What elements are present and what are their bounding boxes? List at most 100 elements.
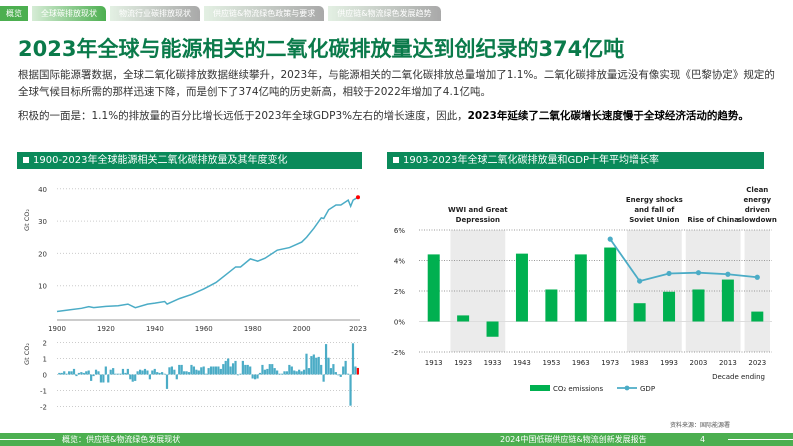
chart-left-title: 1900-2023年全球能源相关二氧化碳排放量及其年度变化 bbox=[33, 155, 288, 166]
change-bar bbox=[346, 373, 350, 375]
change-bar bbox=[234, 360, 237, 375]
change-bar bbox=[305, 353, 308, 375]
change-bar bbox=[119, 373, 122, 375]
x-tick-label: 1980 bbox=[244, 325, 262, 333]
period-label: energy bbox=[744, 196, 772, 204]
y-tick-label: 10 bbox=[38, 283, 47, 291]
y-axis-label: Gt CO₂ bbox=[23, 343, 31, 365]
change-bar bbox=[298, 369, 301, 375]
change-bar bbox=[290, 366, 293, 375]
change-bar bbox=[229, 366, 232, 375]
y-tick-label: 20 bbox=[38, 250, 47, 258]
co2-bar bbox=[692, 289, 705, 322]
change-bar bbox=[190, 364, 193, 375]
change-bar bbox=[102, 374, 105, 383]
change-bar bbox=[285, 371, 289, 375]
change-bar bbox=[212, 366, 215, 375]
change-bar bbox=[244, 364, 247, 375]
change-bar bbox=[217, 366, 220, 375]
co2-bar bbox=[486, 321, 499, 337]
change-bar bbox=[227, 358, 230, 375]
x-axis-label: Decade ending bbox=[712, 373, 765, 381]
change-bar bbox=[158, 372, 161, 375]
change-bar bbox=[183, 371, 186, 375]
change-bar bbox=[121, 368, 125, 375]
tab-overview[interactable]: 概览 bbox=[0, 6, 28, 21]
y-tick-label: 2 bbox=[43, 340, 47, 348]
paragraph-2-text: 积极的一面是：1.1%的排放量的百分比增长远低于2023年全球GDP3%左右的增… bbox=[18, 110, 468, 122]
change-bar bbox=[153, 368, 156, 375]
change-bar bbox=[97, 371, 100, 375]
legend-gdp-label: GDP bbox=[640, 385, 655, 393]
change-bar bbox=[258, 372, 262, 375]
change-bar bbox=[342, 366, 345, 375]
footer-report-title: 2024中国低碳供应链&物流创新发展报告 bbox=[500, 435, 647, 444]
x-tick-label: 1953 bbox=[542, 359, 560, 367]
y-tick-label: -2% bbox=[391, 349, 405, 357]
change-bar bbox=[205, 373, 208, 375]
change-bar bbox=[263, 369, 266, 375]
y-tick-label: 30 bbox=[38, 218, 47, 226]
change-bar bbox=[124, 372, 127, 375]
tab-trends[interactable]: 供应链&物流绿色发展趋势 bbox=[328, 6, 441, 21]
tab-logistics-emissions[interactable]: 物流行业碳排放现状 bbox=[110, 6, 200, 21]
change-bar bbox=[90, 374, 93, 381]
x-tick-label: 1960 bbox=[195, 325, 213, 333]
period-label: Clean bbox=[746, 186, 768, 194]
period-label: Energy shocks bbox=[626, 196, 683, 204]
change-bar bbox=[273, 368, 276, 375]
period-label: Soviet Union bbox=[629, 216, 679, 224]
change-bar bbox=[344, 360, 347, 375]
change-bar bbox=[239, 373, 242, 375]
change-bar bbox=[163, 373, 166, 375]
footer-divider bbox=[0, 439, 55, 440]
change-bar bbox=[317, 356, 320, 375]
period-label: driven bbox=[745, 206, 770, 214]
change-bar bbox=[231, 363, 235, 375]
change-bar bbox=[320, 364, 323, 375]
gdp-point bbox=[695, 270, 702, 276]
co2-bar bbox=[633, 303, 646, 322]
change-bar bbox=[85, 371, 88, 375]
change-bar bbox=[266, 368, 269, 375]
change-bar bbox=[302, 369, 306, 375]
tab-global-emissions[interactable]: 全球碳排放现状 bbox=[32, 6, 106, 21]
change-bar bbox=[315, 357, 318, 375]
co2-bar bbox=[663, 291, 676, 322]
x-tick-label: 1983 bbox=[631, 359, 649, 367]
change-bar bbox=[293, 370, 296, 375]
paragraph-1: 根据国际能源署数据，全球二氧化碳排放数据继续攀升，2023年，与能源相关的二氧化… bbox=[18, 69, 775, 98]
change-bar bbox=[170, 366, 173, 375]
change-bar bbox=[354, 366, 357, 375]
change-bar bbox=[80, 372, 83, 375]
page-number: 4 bbox=[700, 435, 706, 444]
y-tick-label: -2 bbox=[40, 404, 47, 412]
gdp-line bbox=[609, 238, 758, 283]
footer-section: 概览：供应链&物流绿色发展现状 bbox=[62, 435, 181, 444]
chart-right-title: 1903-2023年全球二氧化碳排放量和GDP十年平均增长率 bbox=[403, 155, 659, 166]
tab-policy[interactable]: 供应链&物流绿色政策与要求 bbox=[204, 6, 325, 21]
y-tick-label: 6% bbox=[394, 227, 405, 235]
co2-bar bbox=[604, 247, 617, 322]
change-bar bbox=[185, 371, 188, 375]
period-label: Depression bbox=[456, 216, 500, 224]
change-bar bbox=[136, 371, 139, 375]
footer: 概览：供应链&物流绿色发展现状 2024中国低碳供应链&物流创新发展报告 4 bbox=[0, 433, 793, 446]
period-label: WWI and Great bbox=[448, 206, 508, 214]
gdp-point bbox=[754, 274, 760, 280]
y-tick-label: 2% bbox=[394, 288, 405, 296]
x-tick-label: 1943 bbox=[513, 359, 531, 367]
change-bar bbox=[241, 360, 244, 375]
change-bar bbox=[131, 374, 134, 382]
change-bar bbox=[349, 374, 352, 406]
change-bar bbox=[249, 366, 252, 375]
x-tick-label: 2000 bbox=[293, 325, 311, 333]
change-bar bbox=[187, 372, 191, 375]
change-bar bbox=[207, 368, 210, 375]
y-axis-label: Gt CO₂ bbox=[23, 209, 31, 231]
change-bar bbox=[109, 369, 112, 375]
change-bar bbox=[327, 357, 330, 375]
change-bar bbox=[295, 371, 298, 375]
change-bar bbox=[148, 374, 151, 380]
